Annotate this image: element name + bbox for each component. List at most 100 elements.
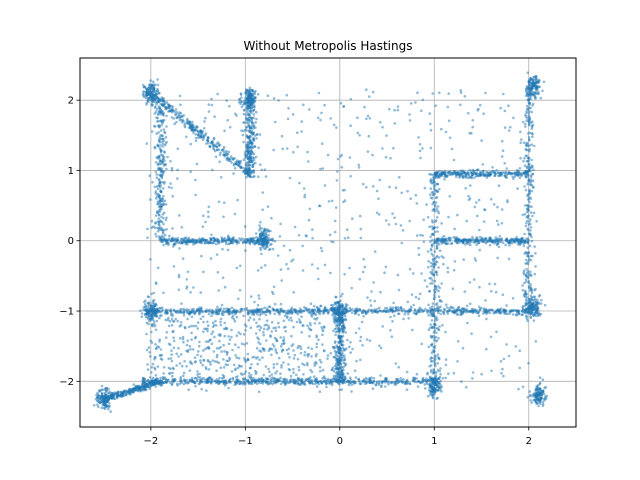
data-point [424,307,427,311]
data-point [180,226,184,229]
data-point [234,112,237,116]
data-point [154,385,158,388]
data-point [326,354,330,357]
data-point [237,356,241,360]
data-point [527,192,531,196]
data-point [350,390,353,393]
data-point [322,325,326,328]
data-point [457,313,460,316]
data-point [516,242,520,246]
data-point [264,365,268,368]
data-point [265,319,269,323]
data-point [273,302,277,306]
data-point [527,251,530,254]
data-point [204,220,207,224]
data-point [189,348,192,351]
data-point [216,309,220,313]
data-point [185,364,188,368]
data-point [163,143,167,147]
data-point [311,309,315,313]
data-point [176,384,179,387]
data-point [393,122,397,125]
data-point [485,317,488,321]
data-point [378,379,381,383]
data-point [227,157,231,161]
data-point [200,387,203,391]
data-point [528,289,532,292]
data-point [173,380,176,383]
data-point [162,164,166,167]
data-point [323,263,327,267]
data-point [402,378,405,381]
data-point [428,276,432,280]
data-point [180,118,183,122]
data-point [235,266,239,270]
data-point [526,95,530,98]
data-point [499,171,502,175]
data-point [525,237,528,240]
data-point [214,324,218,327]
data-point [331,366,335,370]
data-point [189,142,192,146]
data-point [252,175,255,178]
data-point [518,366,521,370]
data-point [296,381,300,385]
data-point [272,285,276,289]
data-point [167,110,170,113]
data-point [429,240,432,243]
data-point [447,92,451,95]
data-point [190,240,194,243]
data-point [414,295,418,299]
data-point [308,321,312,325]
data-point [274,329,278,333]
data-point [422,379,425,383]
data-point [419,156,422,160]
data-point [327,200,331,203]
data-point [298,181,301,185]
data-point [310,347,314,351]
data-point [529,174,533,177]
data-point [359,335,363,339]
data-point [176,319,179,323]
data-point [253,355,256,359]
data-point [293,225,297,229]
data-point [222,201,226,204]
data-point [212,137,216,141]
data-point [155,197,158,200]
data-point [179,307,183,311]
data-point [409,102,413,105]
data-point [261,356,264,359]
data-point [303,195,306,199]
data-point [281,348,284,352]
data-point [228,358,232,361]
data-point [187,120,190,123]
data-point [495,239,498,242]
data-point [368,117,372,120]
data-point [177,288,181,292]
data-point [243,381,247,385]
data-point [302,103,305,107]
data-point [159,184,163,187]
data-point [367,308,371,312]
data-point [157,119,160,123]
data-point [297,365,301,369]
data-point [215,145,219,149]
data-point [518,167,522,170]
data-point [500,372,503,375]
data-point [207,368,211,371]
data-point [330,199,334,203]
data-point [248,155,251,159]
data-point [198,313,201,316]
data-point [524,290,527,294]
data-point [447,171,451,174]
data-point [414,193,418,197]
data-point [434,220,437,223]
data-point [159,238,163,241]
data-point [157,98,161,101]
data-point [338,341,341,345]
data-point [265,339,268,342]
data-point [247,372,251,375]
data-point [321,333,324,337]
data-point [263,306,266,310]
data-point [307,377,311,381]
